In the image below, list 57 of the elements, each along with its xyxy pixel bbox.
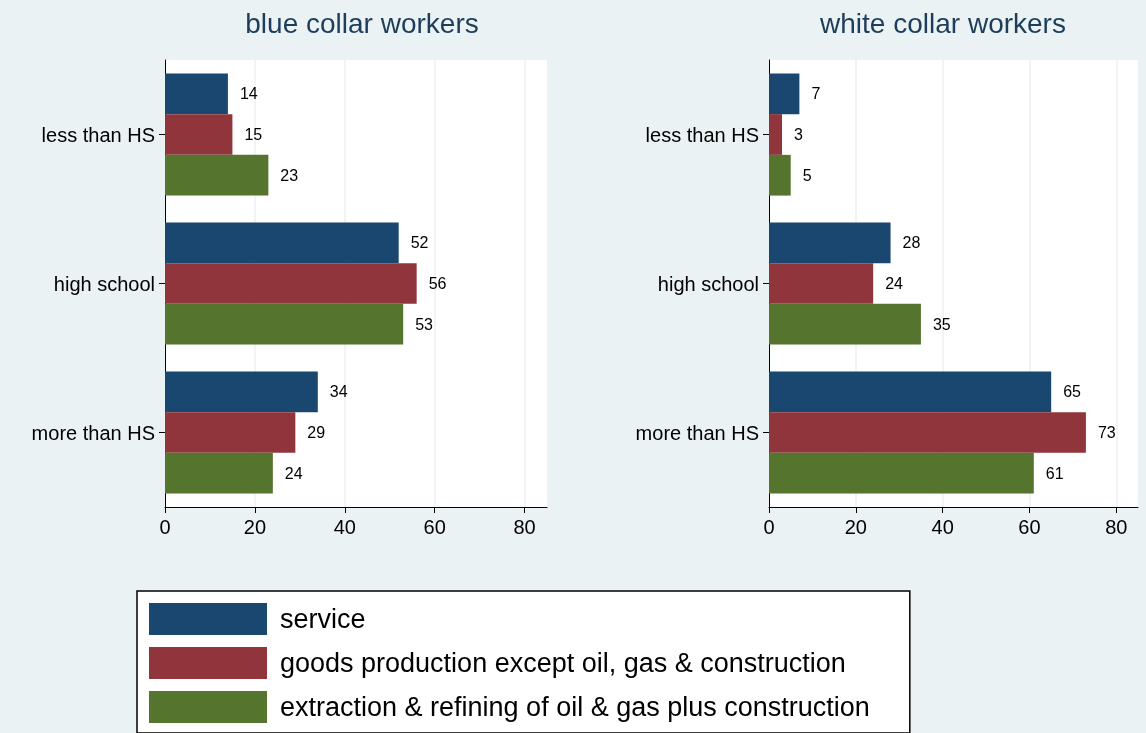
bar — [165, 222, 399, 264]
y-tick-label: more than HS — [635, 421, 759, 444]
bar — [165, 263, 417, 304]
x-tick-label: 80 — [1105, 516, 1128, 538]
x-tick-label: 20 — [844, 516, 867, 538]
legend-label: extraction & refining of oil & gas plus construction — [280, 692, 870, 722]
bar — [769, 452, 1034, 494]
data-label: 24 — [284, 464, 303, 482]
bar — [165, 412, 296, 453]
chart-title: blue collar workers — [245, 7, 479, 39]
data-label: 65 — [1063, 383, 1082, 401]
data-label: 28 — [902, 234, 921, 252]
x-tick-label: 40 — [931, 516, 954, 538]
x-tick-label: 0 — [763, 516, 775, 538]
x-tick-label: 60 — [1018, 516, 1041, 538]
bar — [165, 371, 318, 413]
x-tick-label: 80 — [513, 516, 536, 538]
data-label: 52 — [410, 234, 429, 252]
y-tick-label: high school — [657, 272, 759, 295]
bar — [165, 73, 228, 115]
y-tick-label: less than HS — [41, 123, 155, 146]
data-label: 3 — [794, 126, 804, 143]
bar — [165, 114, 233, 155]
y-tick-label: less than HS — [645, 123, 759, 146]
legend-label: goods production except oil, gas & construction — [280, 648, 846, 678]
bar — [165, 154, 269, 196]
bar — [769, 114, 783, 155]
data-label: 35 — [932, 315, 951, 333]
data-label: 61 — [1045, 464, 1064, 482]
bar — [769, 73, 800, 115]
bar — [769, 154, 791, 196]
y-tick-label: more than HS — [31, 421, 155, 444]
bar — [165, 303, 404, 345]
bar — [769, 371, 1052, 413]
data-label: 53 — [415, 315, 434, 333]
y-tick-label: high school — [53, 272, 155, 295]
bar — [165, 452, 273, 494]
data-label: 14 — [239, 85, 258, 103]
x-tick-label: 60 — [423, 516, 446, 538]
data-label: 29 — [307, 424, 326, 441]
bar — [769, 222, 891, 264]
x-tick-label: 0 — [159, 516, 171, 538]
data-label: 56 — [428, 275, 447, 292]
data-label: 73 — [1097, 424, 1116, 441]
bar — [769, 412, 1086, 453]
x-tick-label: 40 — [333, 516, 356, 538]
x-tick-label: 20 — [243, 516, 267, 538]
data-label: 5 — [802, 166, 812, 184]
data-label: 34 — [329, 383, 348, 401]
chart-title: white collar workers — [819, 7, 1066, 39]
data-label: 23 — [280, 166, 299, 184]
bar — [769, 303, 921, 345]
legend-label: service — [280, 604, 366, 634]
bar — [769, 263, 874, 304]
data-label: 24 — [885, 275, 904, 292]
data-label: 15 — [244, 126, 263, 143]
data-label: 7 — [811, 85, 821, 103]
